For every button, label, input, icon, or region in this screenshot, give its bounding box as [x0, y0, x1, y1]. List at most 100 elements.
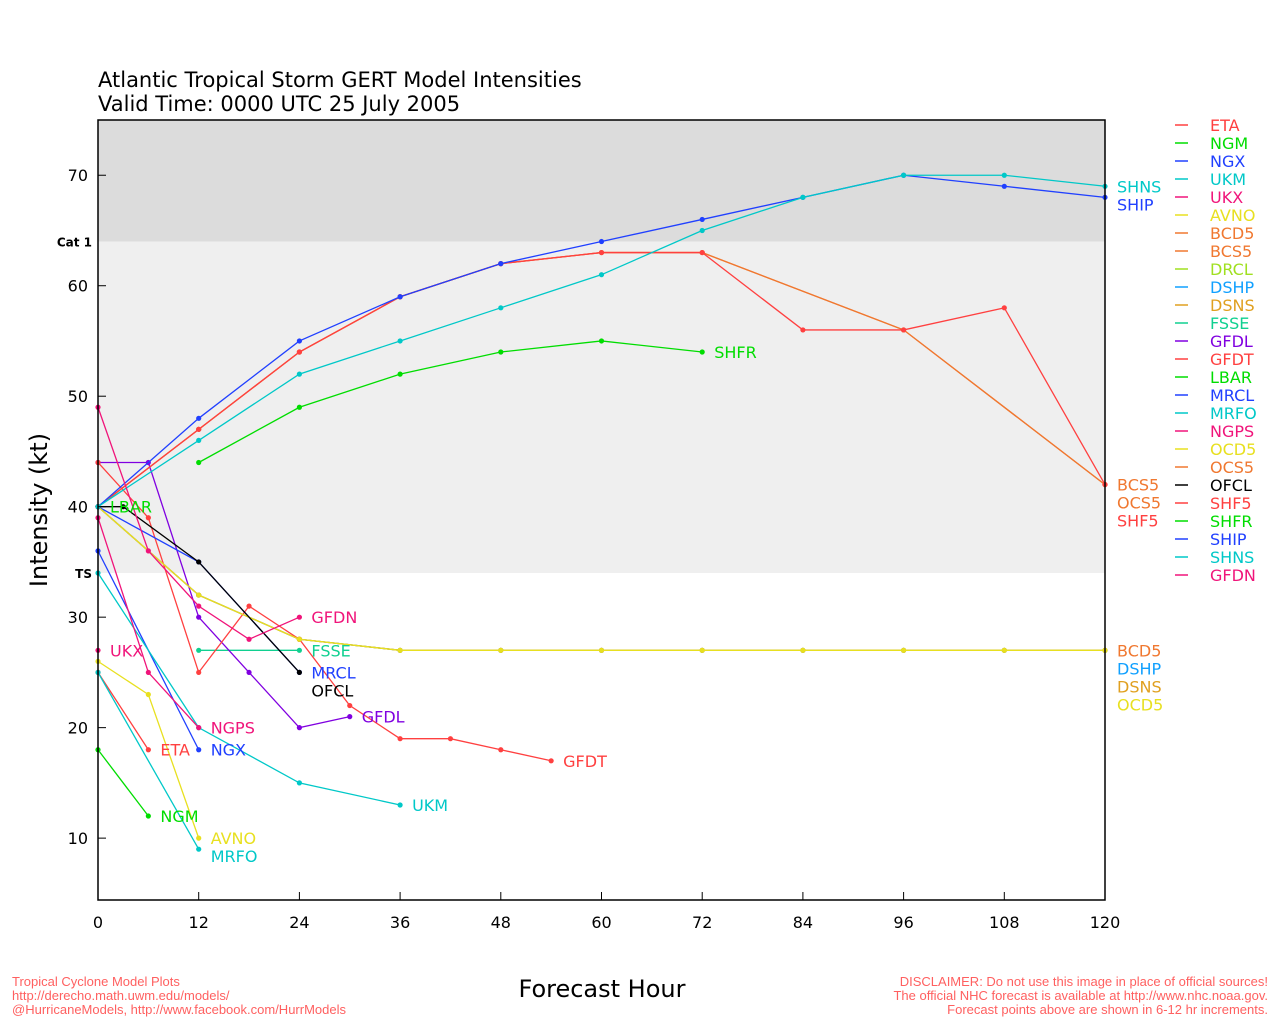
legend-item: OCS5 [1175, 458, 1254, 477]
series-end-label: SHF5 [1117, 512, 1159, 531]
legend-label: GFDL [1210, 332, 1253, 351]
y-tick-label: 40 [68, 498, 88, 517]
series-shfr [196, 338, 705, 466]
data-point [296, 349, 302, 355]
series-end-label: NGM [160, 807, 198, 826]
data-point [196, 747, 202, 753]
legend-label: NGM [1210, 134, 1248, 153]
series-end-label: FSSE [311, 641, 350, 660]
series-end-label: UKX [110, 641, 143, 660]
legend-item: MRCL [1175, 386, 1254, 405]
series-end-label: OCD5 [1117, 695, 1163, 714]
data-point [397, 371, 403, 377]
series-line [98, 506, 300, 673]
data-point [196, 459, 202, 466]
legend-label: DRCL [1210, 260, 1253, 279]
x-tick-label: 120 [1090, 913, 1121, 932]
data-point [145, 747, 151, 753]
legend-label: UKX [1210, 188, 1243, 207]
data-point [347, 714, 353, 720]
series-end-label: UKM [412, 796, 448, 815]
legend-item: DSHP [1175, 278, 1255, 297]
series-end-label: OCS5 [1117, 494, 1161, 513]
data-point [498, 349, 504, 355]
legend-label: SHF5 [1210, 494, 1252, 513]
data-point [296, 371, 302, 377]
data-point [598, 647, 605, 653]
series-line [97, 672, 200, 850]
data-point [246, 636, 252, 642]
series-end-label: GFDN [311, 608, 357, 627]
data-point [296, 725, 302, 731]
legend-item: BCD5 [1175, 224, 1254, 243]
data-point [145, 669, 151, 676]
legend-label: SHIP [1210, 530, 1247, 549]
legend-label: FSSE [1210, 314, 1249, 333]
legend-item: GFDT [1175, 350, 1254, 369]
legend-label: BCS5 [1210, 242, 1252, 261]
data-point [145, 691, 151, 698]
data-point [498, 261, 504, 267]
series-ngm [95, 747, 151, 819]
data-point [1001, 183, 1007, 189]
x-tick-label: 36 [390, 913, 410, 932]
data-point [598, 238, 605, 245]
legend-item: UKX [1175, 188, 1243, 207]
x-tick-label: 72 [692, 913, 712, 932]
y-tick-label: 10 [68, 829, 88, 848]
series-end-label: DSHP [1117, 659, 1162, 678]
data-point [1001, 172, 1007, 178]
data-point [296, 338, 302, 344]
legend-item: BCS5 [1175, 242, 1252, 261]
legend-item: SHNS [1175, 548, 1254, 567]
legend-item: GFDN [1175, 566, 1256, 585]
legend-label: OCD5 [1210, 440, 1256, 459]
legend-item: NGM [1175, 134, 1248, 153]
legend-item: UKM [1175, 170, 1246, 189]
data-point [1001, 647, 1007, 653]
intensity-bands [98, 120, 1105, 573]
series-line [198, 340, 703, 464]
series-gfdl [95, 459, 353, 731]
series-end-label: AVNO [211, 829, 256, 848]
legend-label: LBAR [1210, 368, 1252, 387]
data-point [347, 702, 353, 709]
legend-item: SHFR [1175, 512, 1253, 531]
data-point [145, 548, 151, 554]
legend-item: SHF5 [1175, 494, 1252, 513]
data-point [296, 404, 302, 410]
data-point [145, 813, 151, 819]
series-end-label: OFCL [311, 681, 353, 700]
band-ts [98, 241, 1105, 573]
legend-label: NGPS [1210, 422, 1254, 441]
series-end-label: DSNS [1117, 677, 1162, 696]
legend-label: ETA [1210, 116, 1240, 135]
x-axis-label: Forecast Hour [519, 975, 686, 1003]
data-point [699, 216, 705, 223]
series-end-label: NGX [211, 741, 246, 760]
series-end-label: SHNS [1117, 177, 1161, 196]
band-label: TS [75, 567, 92, 581]
data-point [498, 747, 504, 753]
legend-label: DSHP [1210, 278, 1255, 297]
data-point [196, 437, 202, 443]
chart-subtitle: Valid Time: 0000 UTC 25 July 2005 [98, 92, 460, 116]
legend-item: OFCL [1175, 476, 1252, 495]
series-end-label: GFDT [563, 752, 607, 771]
data-point [196, 592, 202, 598]
data-point [1001, 305, 1007, 311]
legend-label: BCD5 [1210, 224, 1254, 243]
y-tick-label: 60 [68, 277, 88, 296]
legend-item: LBAR [1175, 368, 1252, 387]
y-tick-label: 20 [68, 719, 88, 738]
series-line [97, 672, 149, 751]
legend-item: AVNO [1175, 206, 1255, 225]
band-cat-1 [98, 120, 1105, 242]
legend-label: SHNS [1210, 548, 1254, 567]
legend-item: NGX [1175, 152, 1245, 171]
data-point [498, 305, 504, 311]
legend-item: SHIP [1175, 530, 1247, 549]
legend-label: SHFR [1210, 512, 1253, 531]
